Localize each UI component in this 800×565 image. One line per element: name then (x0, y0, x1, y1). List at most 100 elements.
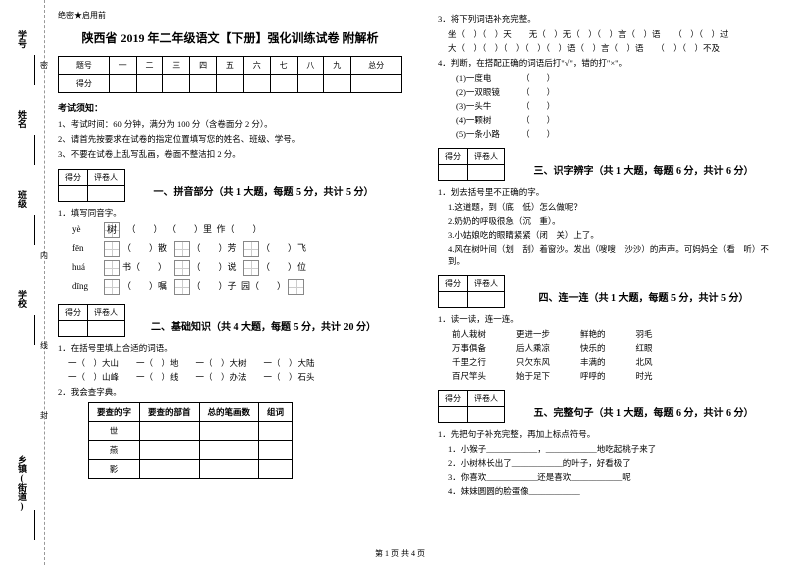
judge-item: (4)一颗树 （ ） (456, 114, 782, 126)
fill-line: 坐（ ）（ ）天 无（ ）无（ ）（ ）言（ ）语 （ ）（ ）过 (448, 28, 782, 40)
sidebar-line (34, 510, 35, 540)
sidebar-label-class: 班级 (16, 190, 29, 208)
scorebox-h: 得分 (59, 170, 88, 186)
pinyin-row: fēn（ ）散 （ ）芳 （ ）飞 (72, 241, 402, 257)
scorebox: 得分评卷人 (438, 275, 505, 308)
fill-line: 大（ ）（ ）（ ）（ ）（ ）语（ ）言（ ）语 （ ）（ ）不及 (448, 42, 782, 54)
pinyin-row: dīng（ ）嘱 （ ）子 园（ ） (72, 279, 402, 295)
fold-char: 密 (40, 60, 48, 71)
lookup-cell: 影 (89, 460, 140, 479)
q2-2-title: 2．我会查字典。 (58, 386, 402, 398)
exam-title: 陕西省 2019 年二年级语文【下册】强化训练试卷 附解析 (58, 29, 402, 46)
lookup-cell: 燕 (89, 441, 140, 460)
s3-item: 1.这道题，到（底 低）怎么做呢？ (448, 201, 782, 213)
section-1-title: 一、拼音部分（共 1 大题，每题 5 分，共计 5 分） (125, 183, 402, 198)
notice-title: 考试须知： (58, 101, 402, 114)
scorebox-h: 评卷人 (468, 149, 505, 165)
scorebox-h: 得分 (59, 305, 88, 321)
score-h: 八 (297, 57, 324, 75)
q1-title: 1．填写同音字。 (58, 207, 402, 219)
score-h: 总分 (351, 57, 402, 75)
s5-item: 4．妹妹圆圆的脸蛋像____________ (448, 485, 782, 497)
score-h: 二 (136, 57, 163, 75)
score-header-row: 题号 一 二 三 四 五 六 七 八 九 总分 (59, 57, 402, 75)
pinyin-row: yè树 （ ） （ ）里 作（ ） (72, 222, 402, 238)
judge-item: (5)一条小路 （ ） (456, 128, 782, 140)
s5-item: 3．你喜欢____________还是喜欢____________呢 (448, 471, 782, 483)
score-h: 五 (217, 57, 244, 75)
q4-title: 4．判断，在搭配正确的词语后打"√"，错的打"×"。 (438, 57, 782, 69)
secret-label: 绝密★启用前 (58, 10, 402, 21)
scorebox: 得分评卷人 (58, 169, 125, 202)
binding-sidebar: 学号 姓名 班级 学校 乡镇(街道) 内 线 封 密 (0, 0, 48, 565)
score-h: 七 (270, 57, 297, 75)
score-h: 题号 (59, 57, 110, 75)
q2-1-title: 1．在括号里填上合适的词语。 (58, 342, 402, 354)
scorebox-h: 评卷人 (468, 391, 505, 407)
scorebox: 得分评卷人 (58, 304, 125, 337)
section-4-title: 四、连一连（共 1 大题，每题 5 分，共计 5 分） (505, 289, 782, 304)
lookup-h: 要查的部首 (140, 403, 200, 422)
match-col: 羽毛 红眼 北风 时光 (636, 328, 653, 382)
left-column: 绝密★启用前 陕西省 2019 年二年级语文【下册】强化训练试卷 附解析 题号 … (48, 0, 420, 565)
s3q-title: 1．划去括号里不正确的字。 (438, 186, 782, 198)
match-col: 更进一步 后人乘凉 只欠东风 始于足下 (516, 328, 550, 382)
sidebar-line (34, 135, 35, 165)
sidebar-label-town: 乡镇(街道) (16, 455, 29, 511)
s5-item: 1．小猴子____________，____________地吃起桃子来了 (448, 443, 782, 455)
section-2-title: 二、基础知识（共 4 大题，每题 5 分，共计 20 分） (125, 318, 402, 333)
q3-title: 3．将下列词语补充完整。 (438, 13, 782, 25)
match-row: 前人栽树 万事俱备 千里之行 百尺竿头 更进一步 后人乘凉 只欠东风 始于足下 … (452, 328, 782, 382)
s4q-title: 1．读一读，连一连。 (438, 313, 782, 325)
scorebox-h: 评卷人 (88, 305, 125, 321)
s5-item: 2．小树林长出了____________的叶子，好看极了 (448, 457, 782, 469)
judge-item: (2)一双眼镜 （ ） (456, 86, 782, 98)
notice-item: 2、请首先按要求在试卷的指定位置填写您的姓名、班级、学号。 (58, 133, 402, 145)
s3-item: 4.风在树叶间（划 刮）着窗沙。发出（嗖嗖 沙沙）的声声。可妈妈全（看 听）不到… (448, 243, 782, 267)
judge-item: (1)一度电 （ ） (456, 72, 782, 84)
lookup-h: 要查的字 (89, 403, 140, 422)
match-col: 鲜艳的 快乐的 丰满的 呼呼的 (580, 328, 606, 382)
lookup-cell: 世 (89, 422, 140, 441)
judge-item: (3)一头牛 （ ） (456, 100, 782, 112)
scorebox-h: 评卷人 (88, 170, 125, 186)
score-row-label: 得分 (59, 75, 110, 93)
score-h: 三 (163, 57, 190, 75)
fold-char: 封 (40, 410, 48, 421)
scorebox-h: 得分 (439, 276, 468, 292)
pinyin-row: huá书（ ） （ ）说 （ ）位 (72, 260, 402, 276)
score-value-row: 得分 (59, 75, 402, 93)
right-column: 3．将下列词语补充完整。 坐（ ）（ ）天 无（ ）无（ ）（ ）言（ ）语 （… (420, 0, 800, 565)
sidebar-label-id: 学号 (16, 30, 29, 48)
sidebar-label-school: 学校 (16, 290, 29, 308)
scorebox: 得分评卷人 (438, 148, 505, 181)
notice-item: 3、不要在试卷上乱写乱画，卷面不整洁扣 2 分。 (58, 148, 402, 160)
s3-item: 2.奶奶的呼吸很急（沉 重）。 (448, 215, 782, 227)
sidebar-line (34, 315, 35, 345)
fold-char: 线 (40, 340, 48, 351)
page-footer: 第 1 页 共 4 页 (0, 548, 800, 559)
score-h: 六 (243, 57, 270, 75)
fill-line: 一（ ）山峰 一（ ）线 一（ ）办法 一（ ）石头 (68, 371, 402, 383)
s5q-title: 1．先把句子补充完整，再加上标点符号。 (438, 428, 782, 440)
score-h: 九 (324, 57, 351, 75)
match-col: 前人栽树 万事俱备 千里之行 百尺竿头 (452, 328, 486, 382)
section-5-title: 五、完整句子（共 1 大题，每题 6 分，共计 6 分） (505, 404, 782, 419)
lookup-h: 组词 (259, 403, 293, 422)
fill-line: 一（ ）大山 一（ ）地 一（ ）大树 一（ ）大陆 (68, 357, 402, 369)
score-h: 四 (190, 57, 217, 75)
scorebox: 得分评卷人 (438, 390, 505, 423)
fold-char: 内 (40, 250, 48, 261)
scorebox-h: 评卷人 (468, 276, 505, 292)
section-3-title: 三、识字辨字（共 1 大题，每题 6 分，共计 6 分） (505, 162, 782, 177)
notice-item: 1、考试时间：60 分钟，满分为 100 分（含卷面分 2 分）。 (58, 118, 402, 130)
score-h: 一 (109, 57, 136, 75)
score-table: 题号 一 二 三 四 五 六 七 八 九 总分 得分 (58, 56, 402, 93)
sidebar-label-name: 姓名 (16, 110, 29, 128)
scorebox-h: 得分 (439, 149, 468, 165)
sidebar-line (34, 55, 35, 85)
sidebar-line (34, 215, 35, 245)
s3-item: 3.小姑娘吃的眼睛紧紧（闭 关）上了。 (448, 229, 782, 241)
scorebox-h: 得分 (439, 391, 468, 407)
lookup-table: 要查的字 要查的部首 总的笔画数 组词 世 燕 影 (88, 402, 293, 479)
